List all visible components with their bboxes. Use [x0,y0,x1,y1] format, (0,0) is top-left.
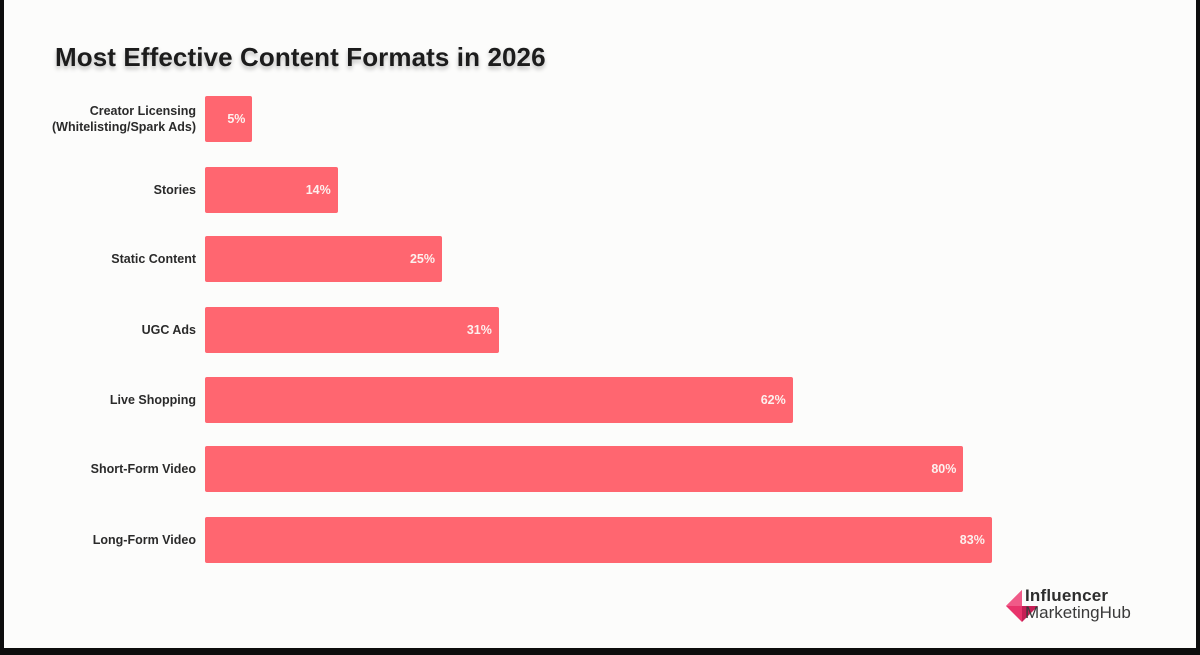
bar-row-creator-licensing: Creator Licensing (Whitelisting/Spark Ad… [4,96,1196,142]
category-label: Static Content [111,236,196,282]
bar-row-long-form-video: Long-Form Video 83% [4,517,1196,563]
bar: 83% [205,517,992,563]
bar-value-label: 25% [409,252,435,266]
category-label-line2: (Whitelisting/Spark Ads) [52,120,196,134]
category-label-line1: Short-Form Video [90,462,196,476]
bar-value-label: 83% [959,533,985,547]
bar-value-label: 5% [227,112,246,126]
bar-row-static-content: Static Content 25% [4,236,1196,282]
category-label: Long-Form Video [93,517,196,563]
chart-canvas: Most Effective Content Formats in 2026 C… [4,0,1196,648]
bar-row-live-shopping: Live Shopping 62% [4,377,1196,423]
category-label-line1: Long-Form Video [92,533,196,547]
category-label-line1: Creator Licensing [89,104,196,118]
bar: 31% [205,307,499,353]
chart-title: Most Effective Content Formats in 2026 [55,42,546,72]
logo-text-marketinghub: MarketingHub [1025,603,1131,622]
bar: 25% [205,236,442,282]
category-label: Short-Form Video [91,446,196,492]
category-label-line1: Stories [153,183,196,197]
bar-row-stories: Stories 14% [4,167,1196,213]
bar-row-short-form-video: Short-Form Video 80% [4,446,1196,492]
bar-row-ugc-ads: UGC Ads 31% [4,307,1196,353]
influencer-marketing-hub-logo-icon [1006,590,1038,622]
category-label-line1: UGC Ads [141,323,196,337]
bar-value-label: 62% [760,393,786,407]
bar-value-label: 31% [466,323,492,337]
bar: 14% [205,167,338,213]
category-label: Live Shopping [110,377,196,423]
bar-value-label: 80% [931,462,957,476]
category-label-line1: Live Shopping [109,393,196,407]
logo-text-influencer: Influencer [1025,586,1109,605]
bar: 62% [205,377,793,423]
category-label: UGC Ads [142,307,196,353]
category-label: Creator Licensing (Whitelisting/Spark Ad… [52,96,196,142]
category-label: Stories [154,167,196,213]
brand-logo: Influencer MarketingHub [1004,586,1174,630]
bar-value-label: 14% [305,183,331,197]
bar: 5% [205,96,253,142]
category-label-line1: Static Content [111,252,196,266]
bar: 80% [205,446,964,492]
